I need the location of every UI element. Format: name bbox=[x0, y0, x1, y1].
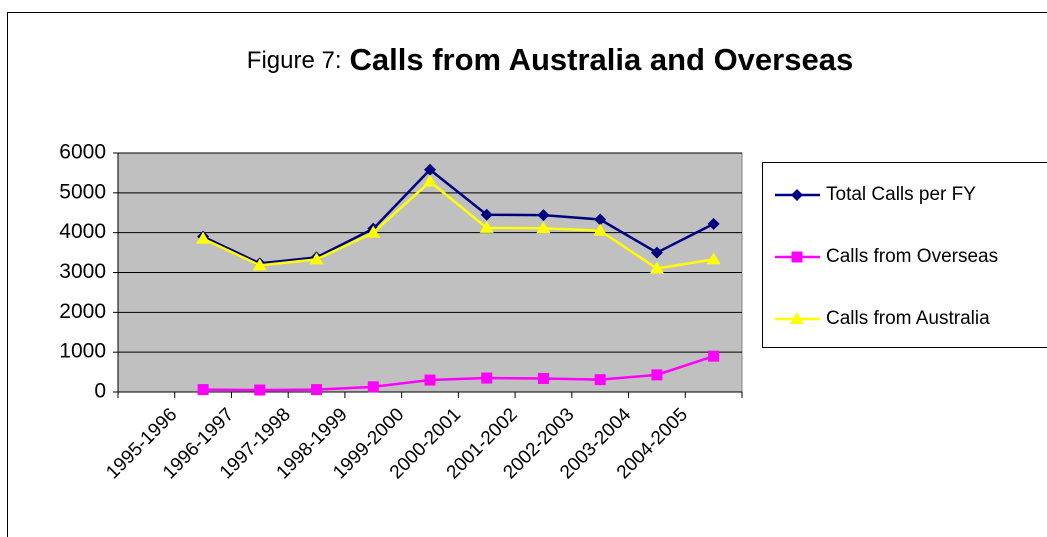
figure-label: Figure 7: bbox=[247, 47, 342, 74]
marker bbox=[791, 251, 803, 263]
marker bbox=[651, 369, 663, 381]
y-tick-label: 5000 bbox=[59, 180, 106, 203]
y-tick-label: 3000 bbox=[59, 260, 106, 283]
marker bbox=[791, 189, 803, 201]
series-line bbox=[202, 168, 715, 265]
marker bbox=[707, 217, 720, 230]
marker bbox=[252, 258, 267, 271]
legend-box bbox=[762, 162, 1047, 348]
y-tick-label: 2000 bbox=[59, 300, 106, 323]
y-tick-label: 1000 bbox=[59, 340, 106, 363]
marker bbox=[479, 220, 494, 233]
marker bbox=[197, 384, 209, 396]
legend-label: Calls from Overseas bbox=[826, 246, 998, 267]
marker bbox=[708, 350, 720, 362]
y-tick-label: 4000 bbox=[59, 220, 106, 243]
marker bbox=[196, 231, 211, 244]
marker bbox=[536, 221, 551, 234]
marker bbox=[650, 246, 663, 259]
chart-title: Calls from Australia and Overseas bbox=[350, 42, 854, 77]
marker bbox=[594, 213, 607, 226]
marker bbox=[537, 209, 550, 222]
marker bbox=[309, 252, 324, 265]
marker bbox=[790, 312, 804, 324]
marker bbox=[706, 252, 721, 265]
marker bbox=[424, 163, 436, 176]
marker bbox=[424, 374, 436, 386]
marker bbox=[480, 208, 493, 221]
marker bbox=[594, 374, 606, 386]
legend-label: Total Calls per FY bbox=[826, 184, 976, 205]
marker bbox=[593, 223, 608, 236]
marker bbox=[649, 261, 664, 274]
chart-title-group: Figure 7: Calls from Australia and Overse… bbox=[247, 42, 853, 77]
series-line bbox=[203, 354, 715, 392]
marker bbox=[481, 372, 493, 384]
marker bbox=[311, 384, 323, 396]
series-line bbox=[202, 180, 714, 270]
marker bbox=[254, 384, 266, 396]
marker bbox=[367, 381, 379, 393]
y-tick-label: 0 bbox=[94, 380, 106, 403]
marker bbox=[423, 174, 437, 187]
y-tick-label: 6000 bbox=[59, 141, 106, 164]
legend-label: Calls from Australia bbox=[826, 308, 990, 329]
marker bbox=[366, 225, 381, 238]
marker bbox=[537, 372, 549, 384]
